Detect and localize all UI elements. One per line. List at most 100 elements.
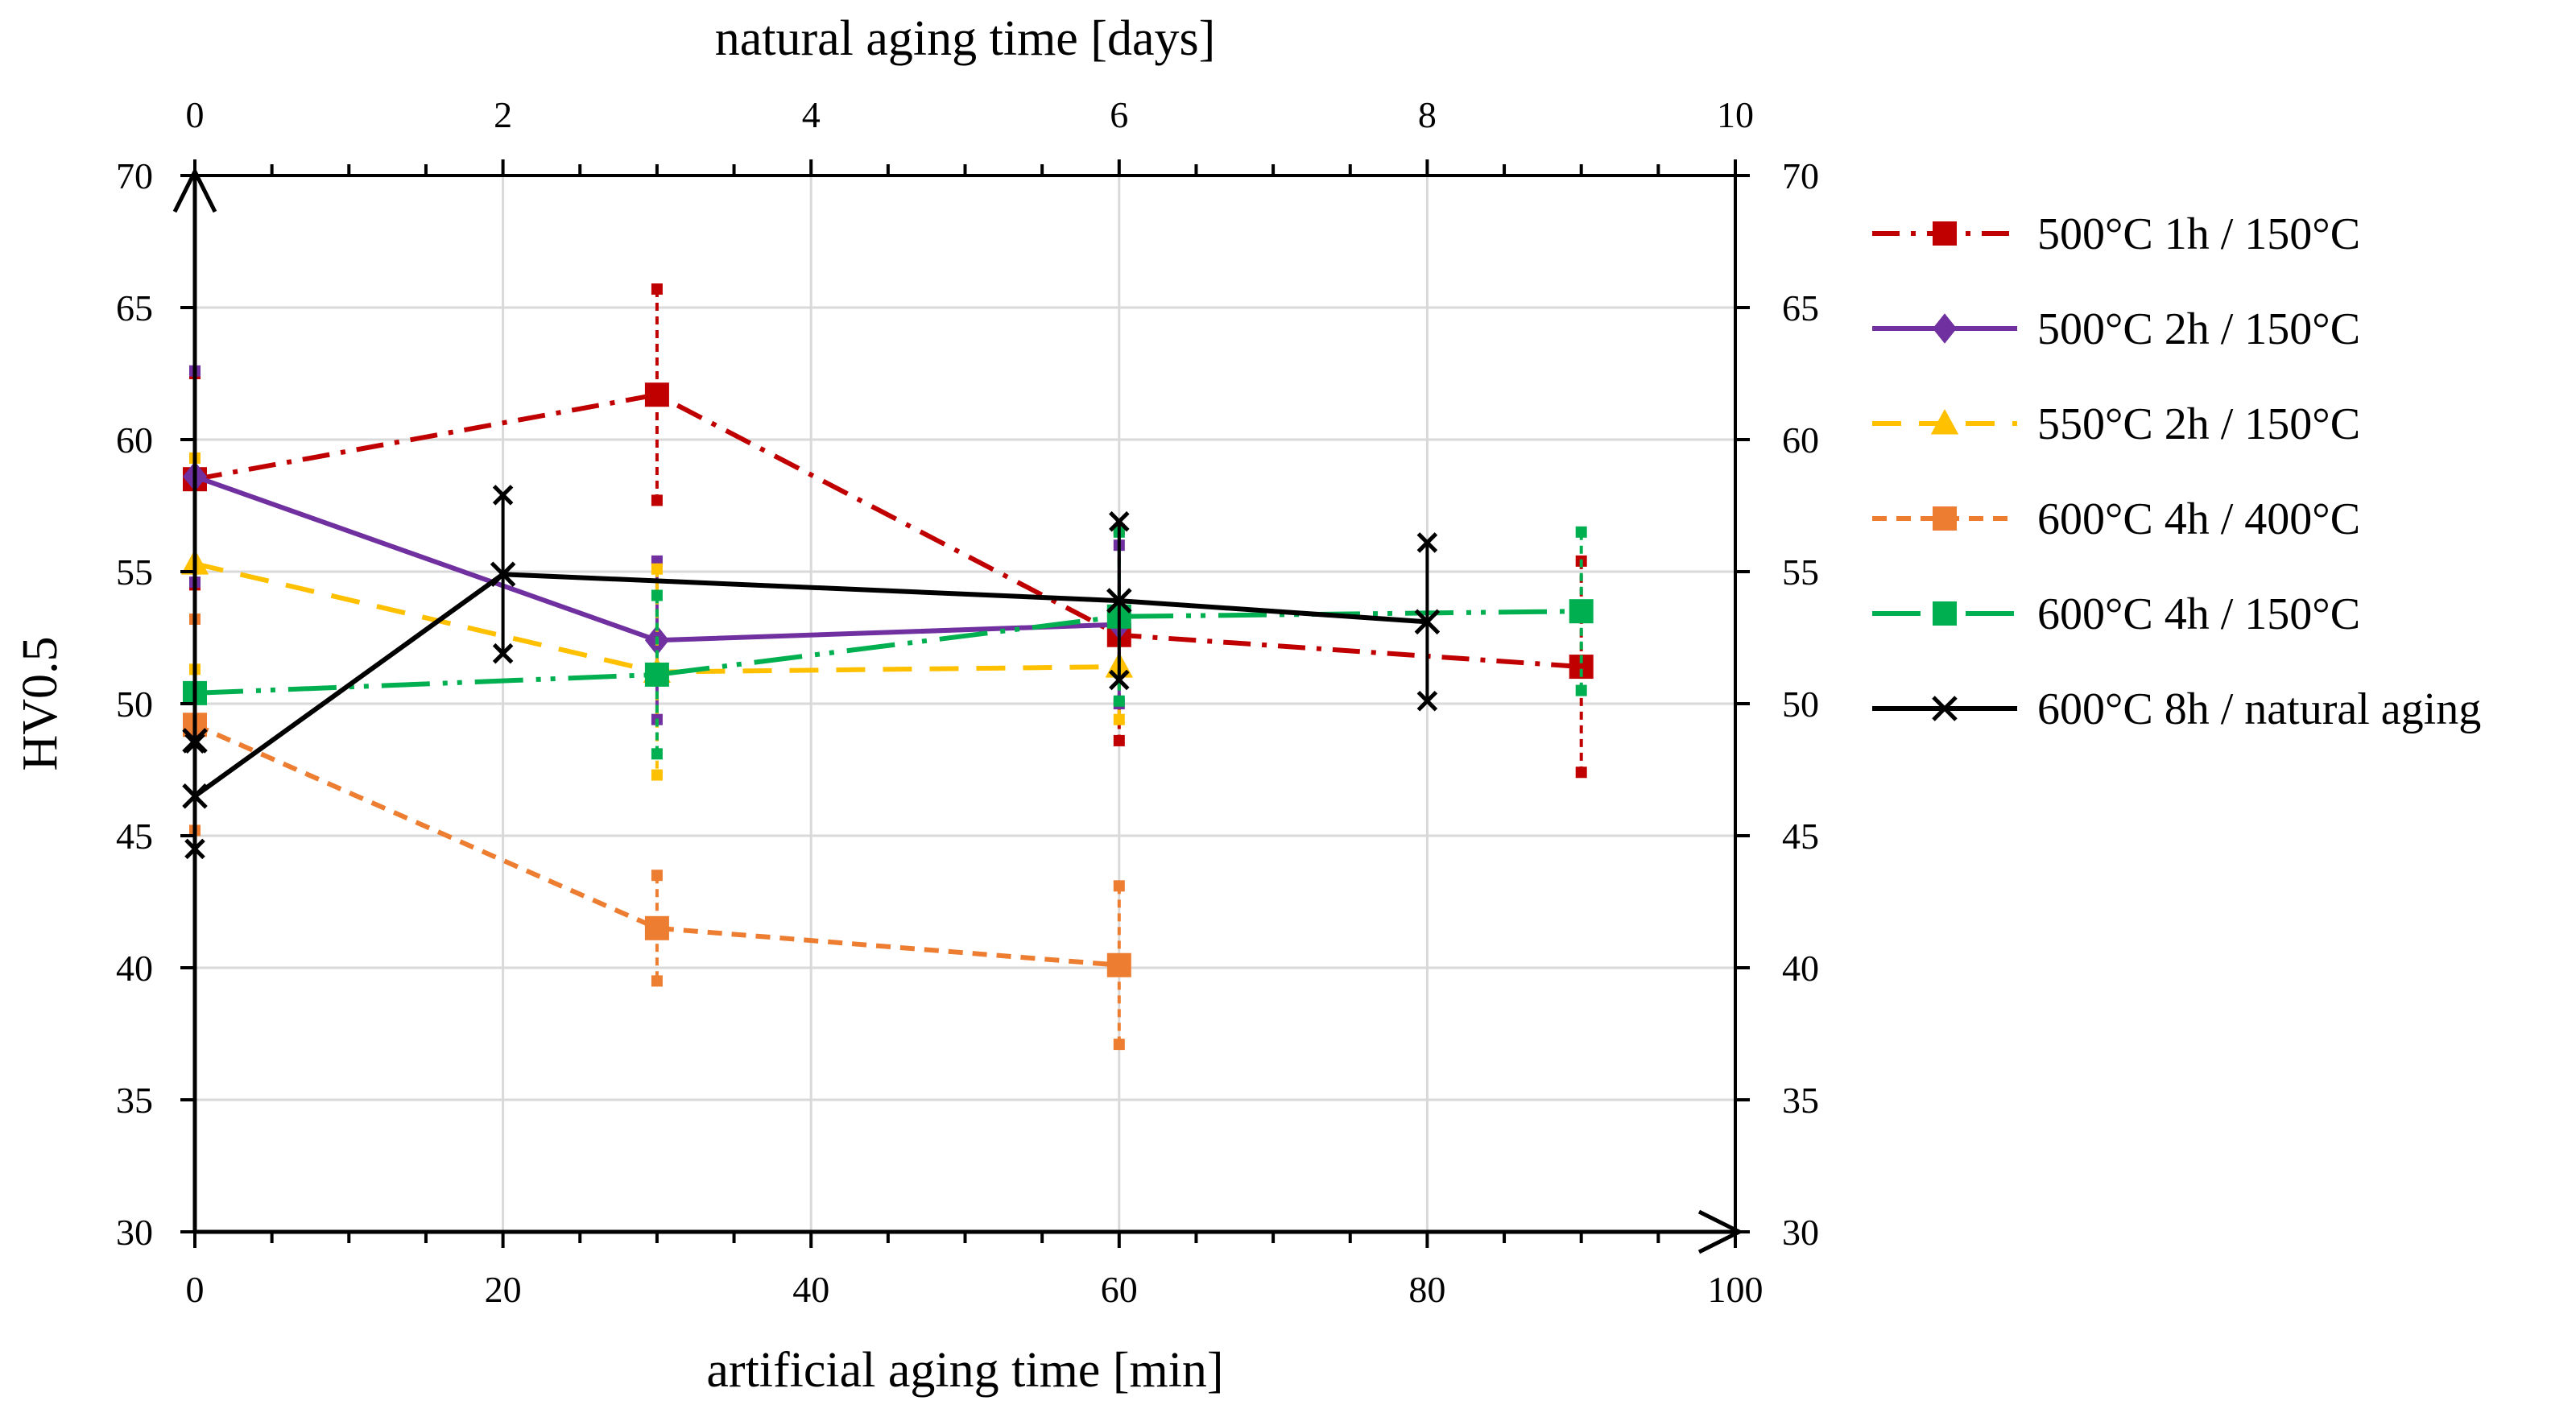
marker-x-stroke bbox=[492, 642, 514, 664]
legend-marker bbox=[1933, 221, 1957, 246]
x-tick-label: 60 bbox=[1101, 1269, 1138, 1310]
y-tick-label-right: 40 bbox=[1782, 948, 1819, 989]
error-cap bbox=[651, 589, 663, 601]
series-layer bbox=[180, 283, 1594, 1051]
error-cap bbox=[1109, 510, 1130, 532]
legend-label: 500°C 1h / 150°C bbox=[2037, 209, 2360, 259]
data-point bbox=[644, 382, 669, 407]
y-tick-label-right: 30 bbox=[1782, 1212, 1819, 1253]
x2-tick-label: 8 bbox=[1418, 94, 1437, 135]
legend-item: 600°C 8h / natural aging bbox=[1872, 684, 2481, 734]
legend-item: 500°C 2h / 150°C bbox=[1872, 304, 2360, 354]
data-point bbox=[644, 662, 669, 687]
y-tick-label-right: 60 bbox=[1782, 419, 1819, 461]
legend-label: 600°C 4h / 400°C bbox=[2037, 494, 2360, 544]
legend-marker bbox=[1930, 409, 1959, 435]
error-cap bbox=[1575, 684, 1587, 696]
error-cap bbox=[1575, 526, 1587, 538]
x2-tick-label: 10 bbox=[1717, 94, 1754, 135]
legend-marker bbox=[1933, 506, 1957, 531]
legend-item: 550°C 2h / 150°C bbox=[1872, 399, 2360, 449]
error-cap bbox=[651, 283, 663, 295]
y-tick-label-right: 55 bbox=[1782, 552, 1819, 593]
y-tick-label-right: 50 bbox=[1782, 684, 1819, 725]
data-point bbox=[1106, 952, 1131, 977]
error-cap bbox=[651, 975, 663, 987]
error-cap bbox=[651, 563, 663, 575]
data-point bbox=[490, 561, 516, 588]
top-axis-title: natural aging time [days] bbox=[715, 11, 1216, 66]
error-cap bbox=[492, 485, 514, 506]
grid-layer bbox=[195, 174, 1737, 1232]
error-cap bbox=[1113, 1039, 1125, 1051]
y-tick-label-left: 60 bbox=[116, 419, 153, 461]
marker-x-stroke bbox=[1109, 669, 1130, 691]
y-tick-label-left: 45 bbox=[116, 816, 153, 857]
label-layer: natural aging time [days] artificial agi… bbox=[13, 11, 1224, 1398]
series-6 bbox=[182, 485, 1441, 860]
y-tick-label-right: 65 bbox=[1782, 287, 1819, 328]
error-cap bbox=[651, 494, 663, 506]
marker-x-stroke bbox=[1109, 510, 1130, 532]
error-cap bbox=[651, 748, 663, 760]
error-cap bbox=[1575, 766, 1587, 779]
x-tick-label: 40 bbox=[792, 1269, 829, 1310]
series-line bbox=[194, 609, 1582, 696]
legend-marker bbox=[1933, 601, 1957, 626]
y-tick-label-left: 50 bbox=[116, 684, 153, 725]
x-tick-label: 0 bbox=[186, 1269, 205, 1310]
x2-tick-label: 6 bbox=[1110, 94, 1128, 135]
legend-item: 600°C 4h / 150°C bbox=[1872, 589, 2360, 639]
y-tick-label-left: 30 bbox=[116, 1212, 153, 1253]
data-point bbox=[1106, 588, 1132, 614]
marker-x-stroke bbox=[1414, 609, 1441, 635]
legend-item: 500°C 1h / 150°C bbox=[1872, 209, 2360, 259]
legend-label: 600°C 8h / natural aging bbox=[2037, 684, 2481, 734]
y-axis-title: HV0.5 bbox=[13, 636, 68, 771]
marker-x-stroke bbox=[1416, 690, 1438, 712]
x2-tick-label: 4 bbox=[802, 94, 821, 135]
y-tick-label-left: 70 bbox=[116, 155, 153, 196]
marker-x-stroke bbox=[1106, 588, 1132, 614]
x2-tick-label: 2 bbox=[494, 94, 512, 135]
legend-marker bbox=[1933, 313, 1957, 344]
y-tick-label-right: 35 bbox=[1782, 1080, 1819, 1121]
y-tick-label-left: 65 bbox=[116, 287, 153, 328]
marker-x-stroke bbox=[1416, 532, 1438, 553]
marker-x-stroke bbox=[1932, 696, 1958, 721]
y-tick-label-right: 70 bbox=[1782, 155, 1819, 196]
error-cap bbox=[651, 769, 663, 781]
y-tick-label-left: 40 bbox=[116, 948, 153, 989]
data-point bbox=[1569, 599, 1594, 624]
legend-marker bbox=[1932, 696, 1958, 721]
data-point bbox=[644, 915, 669, 940]
error-cap bbox=[1416, 690, 1438, 712]
error-cap bbox=[1109, 669, 1130, 691]
marker-x-stroke bbox=[492, 485, 514, 506]
legend-label: 500°C 2h / 150°C bbox=[2037, 304, 2360, 354]
x-tick-label: 100 bbox=[1708, 1269, 1764, 1310]
error-cap bbox=[492, 642, 514, 664]
data-point bbox=[1414, 609, 1441, 635]
bottom-axis-title: artificial aging time [min] bbox=[706, 1343, 1223, 1398]
error-cap bbox=[1416, 532, 1438, 553]
marker-x-stroke bbox=[490, 561, 516, 588]
y-tick-label-left: 35 bbox=[116, 1080, 153, 1121]
error-cap bbox=[651, 870, 663, 882]
x2-tick-label: 0 bbox=[186, 94, 205, 135]
x-tick-label: 20 bbox=[485, 1269, 522, 1310]
error-cap bbox=[1113, 695, 1125, 707]
series-line bbox=[194, 392, 1582, 670]
legend-label: 600°C 4h / 150°C bbox=[2037, 589, 2360, 639]
legend-label: 550°C 2h / 150°C bbox=[2037, 399, 2360, 449]
x-tick-label: 80 bbox=[1408, 1269, 1445, 1310]
legend: 500°C 1h / 150°C 500°C 2h / 150°C 550°C 2h… bbox=[1872, 209, 2481, 734]
series-line bbox=[193, 572, 1428, 799]
y-tick-label-right: 45 bbox=[1782, 816, 1819, 857]
error-cap bbox=[1113, 713, 1125, 725]
error-cap bbox=[1113, 880, 1125, 892]
y-tick-label-left: 55 bbox=[116, 552, 153, 593]
